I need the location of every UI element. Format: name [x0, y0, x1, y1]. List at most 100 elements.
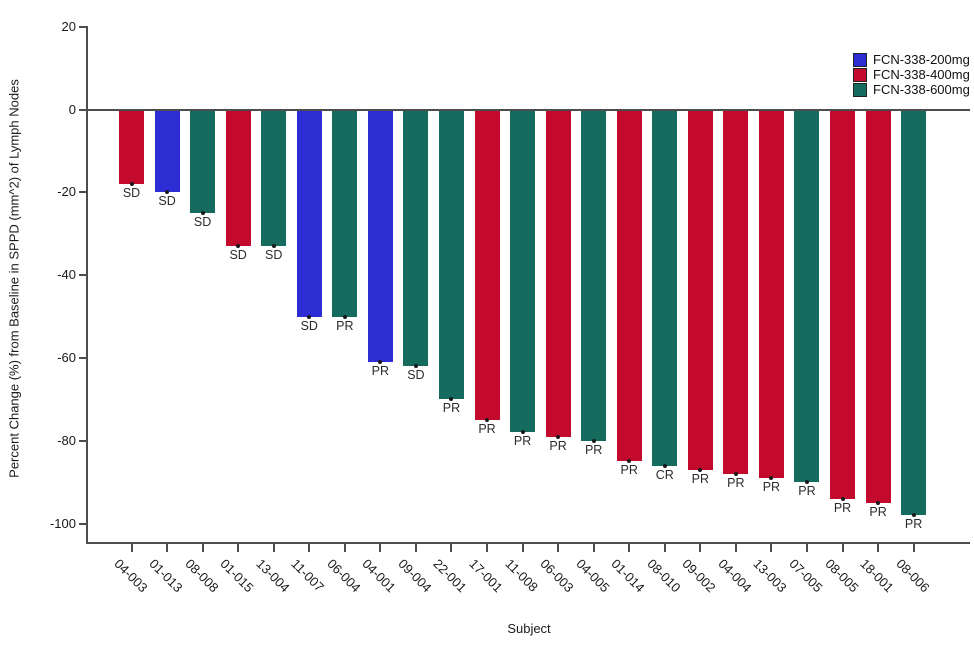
bar-end-dot [698, 467, 703, 472]
x-tick-label: 01-014 [608, 556, 648, 596]
x-tick [805, 544, 808, 552]
x-tick [379, 544, 382, 552]
x-tick [201, 544, 204, 552]
response-label: CR [655, 467, 674, 482]
legend-swatch [853, 83, 867, 97]
bar [901, 109, 927, 516]
y-tick-label: 0 [68, 101, 76, 117]
bar [154, 109, 180, 193]
bar-end-dot [769, 475, 774, 480]
x-tick-label: 09-004 [395, 556, 435, 596]
y-tick [79, 439, 86, 442]
x-axis-title: Subject [507, 621, 551, 636]
bar [581, 109, 607, 441]
bar [225, 109, 251, 247]
y-tick-label: -80 [57, 432, 76, 448]
x-tick [166, 544, 169, 552]
x-tick-label: 08-008 [181, 556, 222, 596]
legend-row: FCN-338-600mg [853, 83, 970, 97]
y-tick [79, 191, 86, 194]
bar-end-dot [200, 211, 205, 215]
x-tick [130, 544, 133, 552]
bar-end-dot [449, 397, 454, 402]
response-label: SD [300, 318, 318, 333]
x-tick [734, 544, 737, 552]
x-tick [557, 544, 560, 552]
x-tick [272, 544, 275, 552]
bar-end-dot [236, 244, 241, 249]
response-label: PR [869, 504, 887, 519]
bar-end-dot [378, 360, 383, 365]
x-tick-label: 04-004 [715, 556, 755, 596]
response-label: PR [549, 438, 567, 453]
bar [367, 109, 393, 363]
legend-swatch [853, 53, 867, 67]
bar-end-dot [129, 182, 134, 187]
x-tick [521, 544, 524, 552]
response-label: PR [442, 401, 461, 416]
x-tick-label: 04-003 [110, 556, 151, 596]
bar [403, 109, 429, 367]
bar-end-dot [627, 459, 632, 464]
response-label: PR [371, 364, 390, 379]
x-tick [592, 544, 595, 552]
bar-end-dot [342, 314, 347, 319]
bar [794, 109, 820, 483]
y-tick-label: -60 [57, 349, 76, 365]
x-tick-label: 06-004 [324, 556, 364, 596]
response-label: PR [478, 422, 496, 436]
bar-end-dot [520, 430, 525, 435]
x-tick-label: 01-013 [146, 556, 186, 596]
bar [119, 109, 144, 185]
y-tick-label: -20 [57, 184, 76, 200]
legend-row: FCN-338-200mg [853, 53, 970, 67]
bar [758, 109, 784, 478]
x-tick [841, 544, 844, 552]
bar-end-dot [165, 190, 170, 195]
response-label: SD [158, 194, 176, 209]
y-tick [79, 25, 86, 28]
x-tick-label: 13-004 [253, 556, 293, 596]
y-tick [79, 108, 86, 111]
legend-swatch [853, 68, 867, 82]
response-label: SD [407, 368, 425, 383]
y-axis-line [86, 26, 88, 544]
x-tick [663, 544, 666, 552]
bar [830, 109, 855, 499]
response-label: PR [513, 434, 532, 449]
response-label: PR [833, 500, 852, 515]
zero-baseline [88, 108, 970, 111]
bar-end-dot [840, 496, 845, 501]
legend-label: FCN-338-600mg [873, 82, 970, 97]
bar [474, 109, 500, 420]
x-tick-label: 08-010 [644, 556, 684, 596]
response-label: PR [798, 484, 816, 499]
bar [190, 109, 216, 213]
legend: FCN-338-200mg FCN-338-400mg FCN-338-600mg [853, 53, 970, 98]
x-tick [450, 544, 453, 552]
x-tick-label: 04-005 [573, 556, 613, 596]
response-label: PR [336, 318, 354, 333]
x-tick-label: 18-001 [857, 556, 897, 596]
bar [723, 109, 749, 474]
x-tick-label: 09-002 [679, 556, 719, 596]
bar [687, 109, 713, 470]
bar [652, 109, 678, 466]
y-tick-label: 20 [61, 18, 76, 34]
y-tick [79, 522, 86, 525]
bar-end-dot [804, 480, 809, 485]
x-tick [237, 544, 240, 552]
bar-end-dot [876, 500, 881, 505]
legend-row: FCN-338-400mg [853, 68, 970, 82]
x-axis-line [86, 542, 970, 544]
legend-label: FCN-338-400mg [873, 67, 970, 82]
y-axis-title: Percent Change (%) from Baseline in SPPD… [6, 79, 22, 478]
response-label: PR [691, 471, 709, 486]
response-label: PR [904, 517, 923, 532]
x-tick [628, 544, 631, 552]
x-tick-label: 11-008 [501, 556, 541, 595]
bar [296, 109, 322, 317]
x-tick-label: 06-003 [537, 556, 577, 596]
x-tick-label: 07-005 [786, 556, 826, 596]
